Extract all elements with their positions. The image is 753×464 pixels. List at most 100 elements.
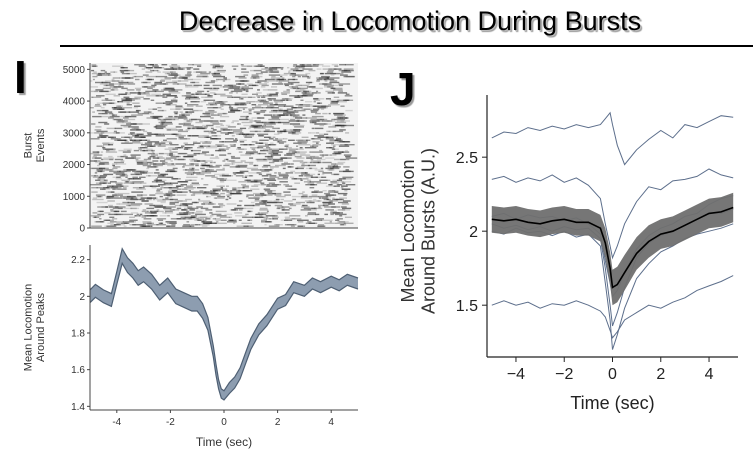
raster-mark [195,93,207,95]
raster-mark [227,132,234,134]
raster-mark [302,204,308,207]
raster-mark [261,96,266,98]
raster-mark [204,191,216,193]
raster-mark [319,133,325,135]
raster-mark [237,204,242,207]
raster-mark [339,68,343,70]
raster-mark [121,179,130,181]
raster-mark [214,197,217,199]
raster-mark [284,84,289,87]
raster-mark [186,221,190,223]
raster-mark [94,90,103,93]
raster-mark [183,108,194,110]
raster-mark [165,101,178,103]
raster-mark [169,222,177,224]
raster-mark [181,95,192,97]
raster-mark [96,201,108,204]
raster-mark [307,209,317,211]
raster-mark [259,201,271,204]
raster-mark [146,198,152,201]
raster-mark [343,194,347,196]
raster-mark [122,221,134,223]
raster-mark [233,144,236,146]
raster-mark [109,149,116,152]
raster-mark [106,127,116,130]
raster-mark [340,120,350,122]
raster-mark [135,78,140,81]
raster-mark [183,142,188,144]
raster-mark [222,160,226,162]
raster-mark [330,210,337,213]
raster-mark [96,74,102,76]
raster-mark [210,192,218,195]
raster-mark [97,170,103,173]
raster-mark [252,149,256,152]
raster-mark [129,92,142,94]
raster-mark [251,148,256,150]
raster-mark [305,155,316,158]
raster-mark [304,147,317,149]
raster-mark [153,117,158,119]
raster-mark [234,207,244,210]
raster-mark [314,190,319,192]
raster-mark [242,187,245,189]
raster-mark [246,133,255,135]
raster-mark [308,69,316,72]
raster-mark [142,222,154,224]
raster-mark [342,207,352,210]
raster-mark [316,102,321,104]
raster-mark [339,141,350,143]
raster-mark [130,182,135,184]
raster-mark [96,145,102,147]
raster-mark [109,102,117,104]
raster-mark [167,215,170,217]
raster-mark [301,206,310,208]
raster-mark [309,187,315,189]
raster-mark [156,157,165,159]
raster-mark [169,151,178,153]
raster-mark [294,109,306,112]
raster-mark [220,219,228,221]
raster-mark [142,221,152,223]
raster-mark [186,210,190,213]
raster-mark [96,195,103,198]
raster-mark [217,112,226,115]
raster-mark [169,154,174,156]
raster-mark [285,218,296,220]
raster-mark [203,130,213,133]
raster-mark [125,99,135,101]
raster-mark [268,68,278,70]
raster-mark [338,178,346,180]
raster-mark [179,181,189,183]
peaks-y-axis-label-line: Around Peaks [35,292,47,362]
raster-mark [318,120,330,122]
raster-mark [147,166,157,168]
raster-mark [212,123,223,125]
raster-mark [172,67,181,69]
raster-mark [182,203,193,205]
raster-mark [257,212,261,214]
raster-mark [333,112,345,115]
raster-mark [326,198,329,201]
raster-mark [261,170,270,173]
raster-mark [150,212,157,214]
raster-mark [145,139,151,141]
raster-mark [163,118,176,121]
bursts-y-axis-label-line: Around Bursts (A.U.) [419,148,439,314]
raster-mark [121,87,128,90]
raster-mark [201,225,208,227]
raster-mark [151,93,161,95]
raster-mark [329,81,340,84]
raster-mark [134,136,146,138]
raster-mark [268,149,280,152]
raster-mark [105,80,116,82]
raster-mark [177,158,185,161]
raster-mark [114,192,119,195]
raster-mark [116,203,120,205]
raster-mark [102,148,114,150]
raster-mark [196,218,205,220]
raster-mark [305,92,317,94]
raster-mark [329,154,332,156]
raster-mark [210,145,220,147]
